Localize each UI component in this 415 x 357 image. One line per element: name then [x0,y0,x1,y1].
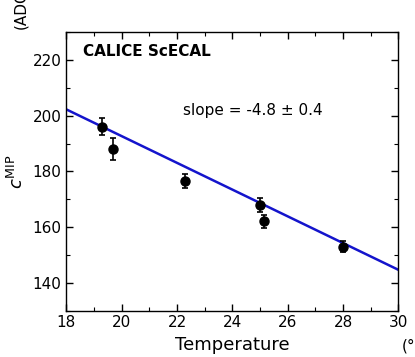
X-axis label: Temperature: Temperature [175,336,290,354]
Text: CALICE ScECAL: CALICE ScECAL [83,44,211,59]
Text: slope = -4.8 ± 0.4: slope = -4.8 ± 0.4 [183,102,322,117]
Text: (°C): (°C) [402,338,415,353]
Text: (ADC): (ADC) [13,0,28,29]
Y-axis label: $c^{\mathrm{MIP}}$: $c^{\mathrm{MIP}}$ [7,154,27,188]
